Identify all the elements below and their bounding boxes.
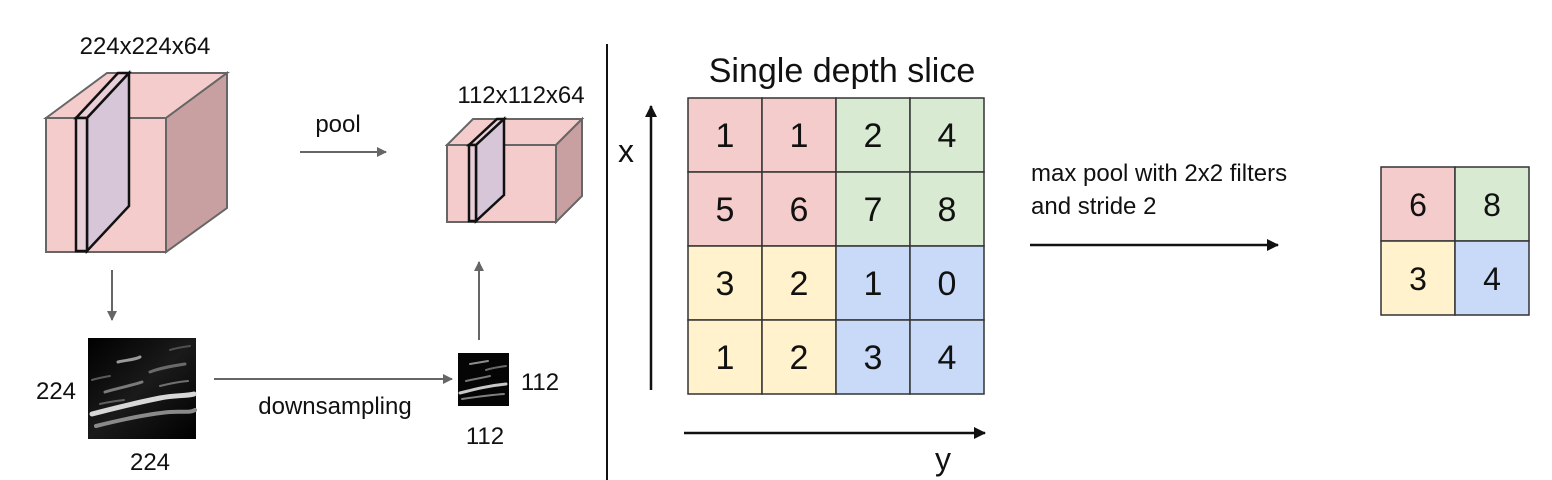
pooled-map-height-label: 112 xyxy=(521,369,559,396)
pooled-volume-slice-front xyxy=(467,143,478,223)
input-grid-cell-background xyxy=(687,319,763,395)
downsampling-label: downsampling xyxy=(258,393,411,420)
input-grid-cell-value: 3 xyxy=(716,265,735,303)
pool-label: pool xyxy=(315,111,360,138)
input-volume-slice-front xyxy=(74,116,89,253)
input-grid-cell-value: 4 xyxy=(938,339,957,377)
input-grid-cell-value: 6 xyxy=(790,191,809,229)
input-grid-cell: 3 xyxy=(687,245,763,321)
output-grid-cell: 8 xyxy=(1454,166,1530,242)
input-grid: 1 1 2 4 5 6 7 8 3 2 1 0 1 2 3 4 xyxy=(687,97,985,395)
input-grid-cell: 0 xyxy=(909,245,985,321)
output-grid-cell-background xyxy=(1454,240,1530,316)
output-grid-cell-value: 8 xyxy=(1483,187,1501,223)
input-grid-cell-background xyxy=(761,319,837,395)
input-grid-cell: 4 xyxy=(909,319,985,395)
output-grid-cell-value: 3 xyxy=(1409,261,1427,297)
downsampling-arrow: downsampling xyxy=(214,374,453,420)
input-grid-cell: 1 xyxy=(761,97,837,173)
input-grid-cell: 2 xyxy=(835,97,911,173)
input-grid-cell-background xyxy=(909,245,985,321)
maxpool-operation: max pool with 2x2 filters and stride 2 xyxy=(1030,160,1287,251)
operation-text-line1: max pool with 2x2 filters xyxy=(1031,160,1287,187)
pooled-feature-map: 112 112 xyxy=(458,353,559,450)
pool-arrow: pool xyxy=(300,111,387,157)
input-grid-cell-value: 7 xyxy=(864,191,883,229)
input-grid-cell-value: 1 xyxy=(716,339,735,377)
input-grid-cell-background xyxy=(687,245,763,321)
input-grid-cell-value: 2 xyxy=(790,265,809,303)
input-grid-cell-value: 2 xyxy=(864,117,883,155)
operation-text-line2: and stride 2 xyxy=(1031,193,1156,220)
output-grid-cell-value: 6 xyxy=(1409,187,1427,223)
y-axis-label: y xyxy=(935,441,951,477)
pooled-volume: 112x112x64 xyxy=(444,82,585,225)
input-grid-cell-background xyxy=(687,97,763,173)
input-grid-cell-value: 5 xyxy=(716,191,735,229)
input-grid-cell-value: 1 xyxy=(716,117,735,155)
input-grid-cell: 2 xyxy=(761,245,837,321)
input-grid-cell: 6 xyxy=(761,171,837,247)
input-grid-cell-value: 1 xyxy=(790,117,809,155)
input-grid-cell: 1 xyxy=(687,319,763,395)
input-feature-map: 224 224 xyxy=(36,338,197,476)
input-grid-cell-background xyxy=(761,97,837,173)
input-grid-cell-background xyxy=(835,245,911,321)
output-grid-cell: 6 xyxy=(1380,166,1456,242)
input-volume-label: 224x224x64 xyxy=(80,33,211,60)
input-grid-cell: 2 xyxy=(761,319,837,395)
input-map-width-label: 224 xyxy=(130,449,170,476)
input-grid-cell: 4 xyxy=(909,97,985,173)
output-grid-cell: 4 xyxy=(1454,240,1530,316)
input-volume: 224x224x64 xyxy=(42,33,231,255)
input-grid-cell: 5 xyxy=(687,171,763,247)
input-grid-cell: 3 xyxy=(835,319,911,395)
pooled-volume-label: 112x112x64 xyxy=(457,82,584,109)
output-grid-cell-background xyxy=(1380,166,1456,242)
x-axis-label: x xyxy=(618,133,634,169)
input-grid-cell-value: 0 xyxy=(938,265,957,303)
output-grid-cell-value: 4 xyxy=(1483,261,1501,297)
input-grid-cell: 7 xyxy=(835,171,911,247)
input-grid-cell-background xyxy=(761,245,837,321)
input-map-height-label: 224 xyxy=(36,378,76,405)
input-grid-cell: 8 xyxy=(909,171,985,247)
input-grid-cell: 1 xyxy=(687,97,763,173)
input-grid-cell-background xyxy=(835,171,911,247)
input-grid-cell-value: 2 xyxy=(790,339,809,377)
input-grid-cell-value: 3 xyxy=(864,339,883,377)
output-grid: 6 8 3 4 xyxy=(1380,166,1530,316)
input-grid-cell-value: 4 xyxy=(938,117,957,155)
input-feature-map-texture xyxy=(89,345,197,428)
slice-title: Single depth slice xyxy=(709,52,976,90)
input-grid-cell-background xyxy=(687,171,763,247)
pooled-feature-map-texture xyxy=(458,360,508,400)
pooled-map-width-label: 112 xyxy=(466,423,504,450)
input-grid-cell-value: 8 xyxy=(938,191,957,229)
input-grid-cell-background xyxy=(909,97,985,173)
input-grid-cell-background xyxy=(761,171,837,247)
input-grid-cell: 1 xyxy=(835,245,911,321)
input-grid-cell-value: 1 xyxy=(864,265,883,303)
input-grid-cell-background xyxy=(835,97,911,173)
input-grid-cell-background xyxy=(909,171,985,247)
output-grid-cell-background xyxy=(1380,240,1456,316)
output-grid-cell: 3 xyxy=(1380,240,1456,316)
input-grid-cell-background xyxy=(909,319,985,395)
